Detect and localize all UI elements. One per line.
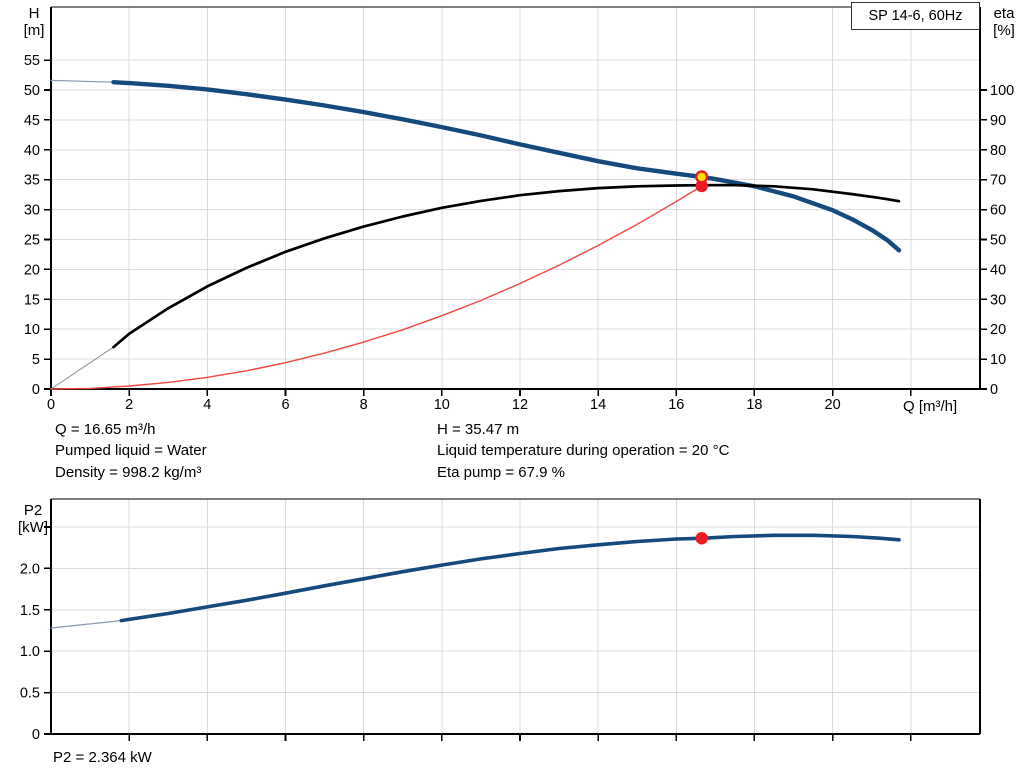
y-tick-label-right: 60 — [990, 203, 1006, 219]
h-axis-label: H [m] — [16, 5, 52, 39]
head-value-text: H = 35.47 m — [437, 421, 520, 438]
p2-value-label: P2 = 2.364 kW — [53, 749, 152, 766]
pumped-liquid-text: Pumped liquid = Water — [55, 442, 207, 460]
p2-axis-label-line1: P2 — [23, 502, 43, 519]
y-tick-label-left: 15 — [24, 292, 40, 308]
y-tick-label-left: 0 — [32, 382, 40, 398]
y-tick-label-left: 5 — [32, 352, 40, 368]
x-tick-label: 10 — [434, 397, 450, 413]
eta-axis-label-line2: [%] — [993, 22, 1015, 39]
y-tick-label-right: 30 — [990, 292, 1006, 308]
liquid-temperature-text: Liquid temperature during operation = 20… — [437, 442, 730, 460]
efficiency-curve-lead-path — [50, 346, 114, 390]
p2-axis-label: P2 [kW] — [12, 502, 54, 536]
flow-value-text: Q = 16.65 m³/h — [55, 421, 156, 438]
y-tick-label-left: 0.5 — [20, 686, 40, 702]
y-tick-label-right: 100 — [990, 83, 1014, 99]
y-tick-label-right: 50 — [990, 233, 1006, 249]
y-tick-label-right: 10 — [990, 352, 1006, 368]
x-tick-label: 6 — [281, 397, 289, 413]
x-tick-label: 14 — [590, 397, 606, 413]
pump-head-curve-path[interactable] — [111, 79, 902, 253]
y-tick-label-left: 45 — [24, 113, 40, 129]
duty-point-p2-marker[interactable] — [695, 532, 708, 545]
y-tick-label-left: 1.0 — [20, 644, 40, 660]
y-tick-label-left: 35 — [24, 173, 40, 189]
y-tick-label-left: 1.5 — [20, 603, 40, 619]
y-tick-label-left: 55 — [24, 53, 40, 69]
duty-info-left: Q = 16.65 m³/h Pumped liquid = Water Den… — [55, 419, 207, 483]
y-tick-label-left: 20 — [24, 262, 40, 278]
pump-head-curve-lead-path — [50, 79, 115, 83]
x-tick-label: 8 — [360, 397, 368, 413]
p2-axis-label-line2: [kW] — [18, 519, 48, 536]
y-tick-label-left: 10 — [24, 322, 40, 338]
density-text: Density = 998.2 kg/m³ — [55, 463, 202, 481]
x-tick-label: 12 — [512, 397, 528, 413]
p2-power-curve-path[interactable] — [119, 533, 901, 623]
y-tick-label-left: 25 — [24, 233, 40, 249]
y-tick-label-left: 2.0 — [20, 561, 40, 577]
x-tick-label: 2 — [125, 397, 133, 413]
y-tick-label-right: 70 — [990, 173, 1006, 189]
y-tick-label-right: 80 — [990, 143, 1006, 159]
eta-axis-label-line1: eta — [993, 5, 1015, 22]
x-tick-label: 18 — [746, 397, 762, 413]
duty-info-right: H = 35.47 m Liquid temperature during op… — [437, 419, 729, 483]
y-tick-label-left: 30 — [24, 203, 40, 219]
x-tick-label: 4 — [203, 397, 211, 413]
h-axis-label-line1: H — [28, 5, 40, 22]
duty-point-efficiency-marker[interactable] — [695, 179, 708, 193]
y-tick-label-right: 0 — [990, 382, 998, 398]
y-tick-label-left: 50 — [24, 83, 40, 99]
p2-power-curve-lead-path — [50, 619, 122, 629]
y-tick-label-left: 0 — [32, 727, 40, 743]
eta-pump-text: Eta pump = 67.9 % — [437, 463, 565, 481]
h-axis-label-line2: [m] — [23, 22, 45, 39]
y-tick-label-right: 90 — [990, 113, 1006, 129]
q-axis-label: Q [m³/h] — [903, 398, 958, 415]
duty-point-head-marker[interactable] — [695, 170, 709, 184]
y-tick-label-right: 40 — [990, 262, 1006, 278]
eta-axis-label: eta [%] — [984, 5, 1024, 39]
y-tick-label-left: 40 — [24, 143, 40, 159]
x-tick-label: 0 — [47, 397, 55, 413]
y-tick-label-right: 20 — [990, 322, 1006, 338]
system-efficiency-curve-path[interactable] — [50, 185, 703, 390]
pump-model-badge: SP 14-6, 60Hz — [851, 2, 980, 30]
x-tick-label: 20 — [825, 397, 841, 413]
x-tick-label: 16 — [668, 397, 684, 413]
efficiency-curve-path[interactable] — [112, 183, 901, 349]
